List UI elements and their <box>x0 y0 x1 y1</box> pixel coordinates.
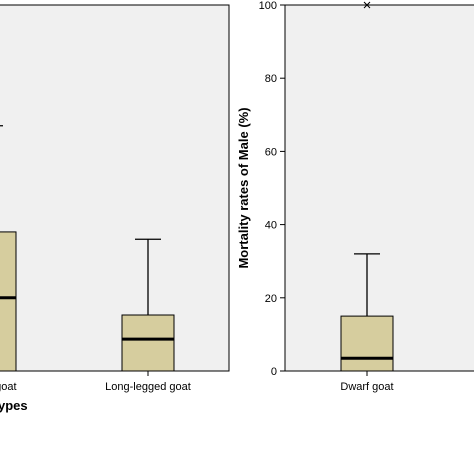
plot-background <box>0 4 230 372</box>
y-axis-label: Mortality rates of Male (%) <box>236 107 251 268</box>
x-tick-label: Long-legged goat <box>105 381 191 393</box>
plot-background <box>284 4 474 372</box>
box <box>340 315 394 372</box>
x-axis-label: Goat types <box>0 398 28 413</box>
x-tick-label: Dwarf goat <box>0 381 17 393</box>
y-tick-label: 100 <box>259 0 277 12</box>
x-tick-label: Dwarf goat <box>340 381 393 393</box>
y-tick-label: 60 <box>265 146 277 158</box>
y-tick-label: 40 <box>265 220 277 232</box>
box <box>0 231 17 372</box>
box <box>121 314 175 372</box>
y-tick-label: 80 <box>265 73 277 85</box>
y-tick-label: 0 <box>271 366 277 378</box>
outlier <box>363 1 371 9</box>
y-tick-label: 20 <box>265 293 277 305</box>
